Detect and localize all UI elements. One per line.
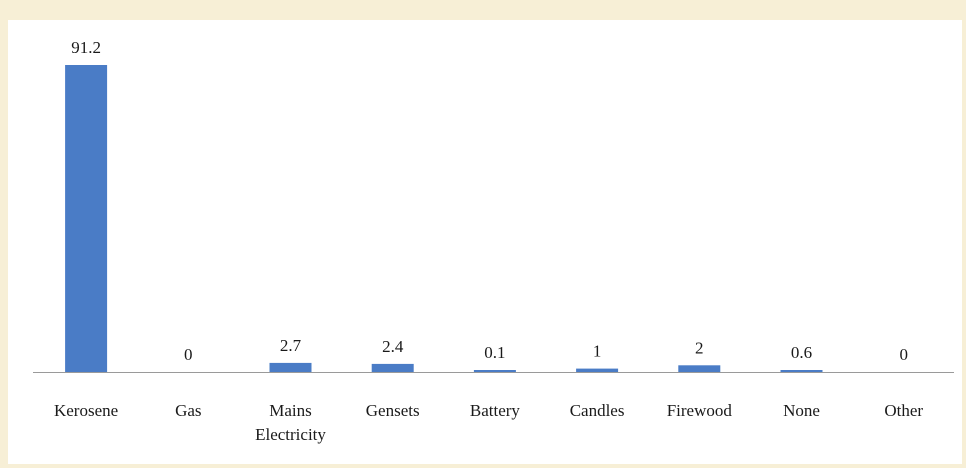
data-label-gas: 0 — [184, 345, 193, 364]
bar-firewood — [678, 365, 721, 372]
category-label-other: Other — [884, 401, 923, 420]
bar-kerosene — [65, 65, 108, 372]
bar-mains-electricity — [269, 362, 312, 372]
data-label-none: 0.6 — [791, 343, 812, 362]
category-label-mains-electricity: Mains Electricity — [255, 401, 326, 444]
bar-battery — [473, 370, 516, 372]
chart-panel — [8, 20, 962, 464]
category-label-gensets: Gensets — [366, 401, 420, 420]
category-label-battery: Battery — [470, 401, 521, 420]
category-label-candles: Candles — [570, 401, 625, 420]
bar-none — [780, 370, 823, 372]
data-label-battery: 0.1 — [484, 343, 505, 362]
data-label-kerosene: 91.2 — [71, 38, 101, 57]
data-label-mains-electricity: 2.7 — [280, 336, 302, 355]
data-label-gensets: 2.4 — [382, 337, 404, 356]
data-label-firewood: 2 — [695, 338, 704, 357]
category-label-none: None — [783, 401, 820, 420]
data-label-other: 0 — [899, 345, 908, 364]
category-label-kerosene: Kerosene — [54, 401, 118, 420]
bar-candles — [576, 368, 619, 372]
category-label-gas: Gas — [175, 401, 201, 420]
data-label-candles: 1 — [593, 342, 602, 361]
bar-gensets — [371, 363, 414, 372]
category-label-firewood: Firewood — [667, 401, 733, 420]
